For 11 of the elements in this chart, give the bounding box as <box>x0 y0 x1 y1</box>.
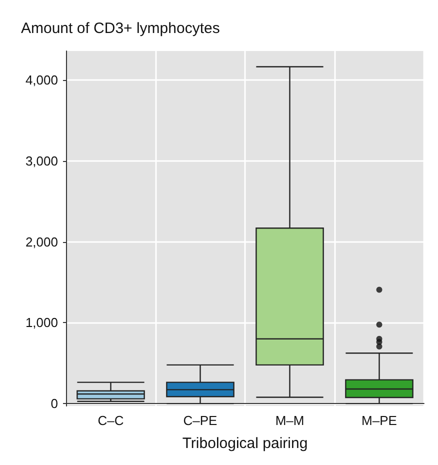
x-tick-label: M–M <box>275 413 304 428</box>
y-tick-label: 0 <box>50 396 58 412</box>
x-tick-label: M–PE <box>362 413 398 428</box>
chart-title: Amount of CD3+ lymphocytes <box>21 20 220 37</box>
y-tick-label: 2,000 <box>25 234 58 250</box>
y-tick-label: 3,000 <box>25 153 58 168</box>
x-axis-title: Tribological pairing <box>182 435 308 452</box>
y-tick-label: 4,000 <box>25 72 58 88</box>
y-tick-label: 1,000 <box>25 315 58 330</box>
x-tick-label: C–C <box>98 413 124 428</box>
x-tick-label: C–PE <box>183 413 218 428</box>
